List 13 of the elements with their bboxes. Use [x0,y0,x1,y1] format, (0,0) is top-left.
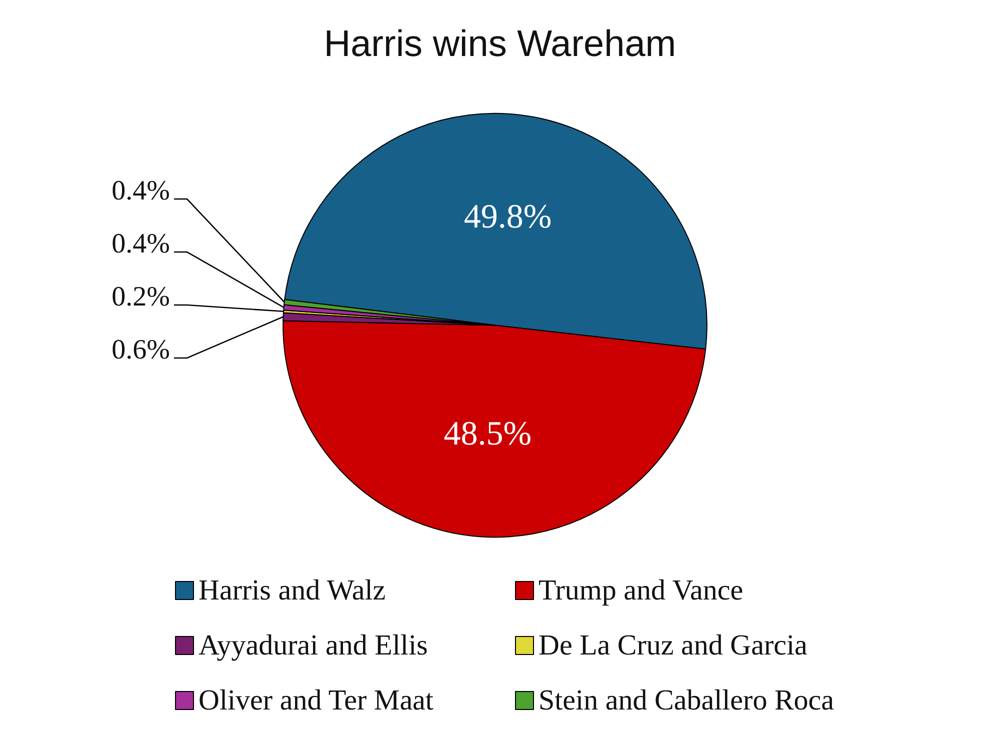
data-label: 48.5% [444,416,532,453]
data-label: 0.4% [112,176,170,206]
legend-label: Ayyadurai and Ellis [198,630,428,662]
data-label: 0.2% [112,282,170,312]
legend-label: Oliver and Ter Maat [198,684,434,716]
data-label: 0.6% [112,334,170,366]
data-label: 49.8% [464,198,552,236]
data-label: 0.4% [112,228,170,260]
legend-label: Trump and Vance [538,574,744,606]
legend-label: Harris and Walz [198,574,386,606]
legend-label: Stein and Caballero Roca [538,684,834,716]
chart-title: Harris wins Wareham [324,23,676,64]
legend-label: De La Cruz and Garcia [538,630,808,662]
